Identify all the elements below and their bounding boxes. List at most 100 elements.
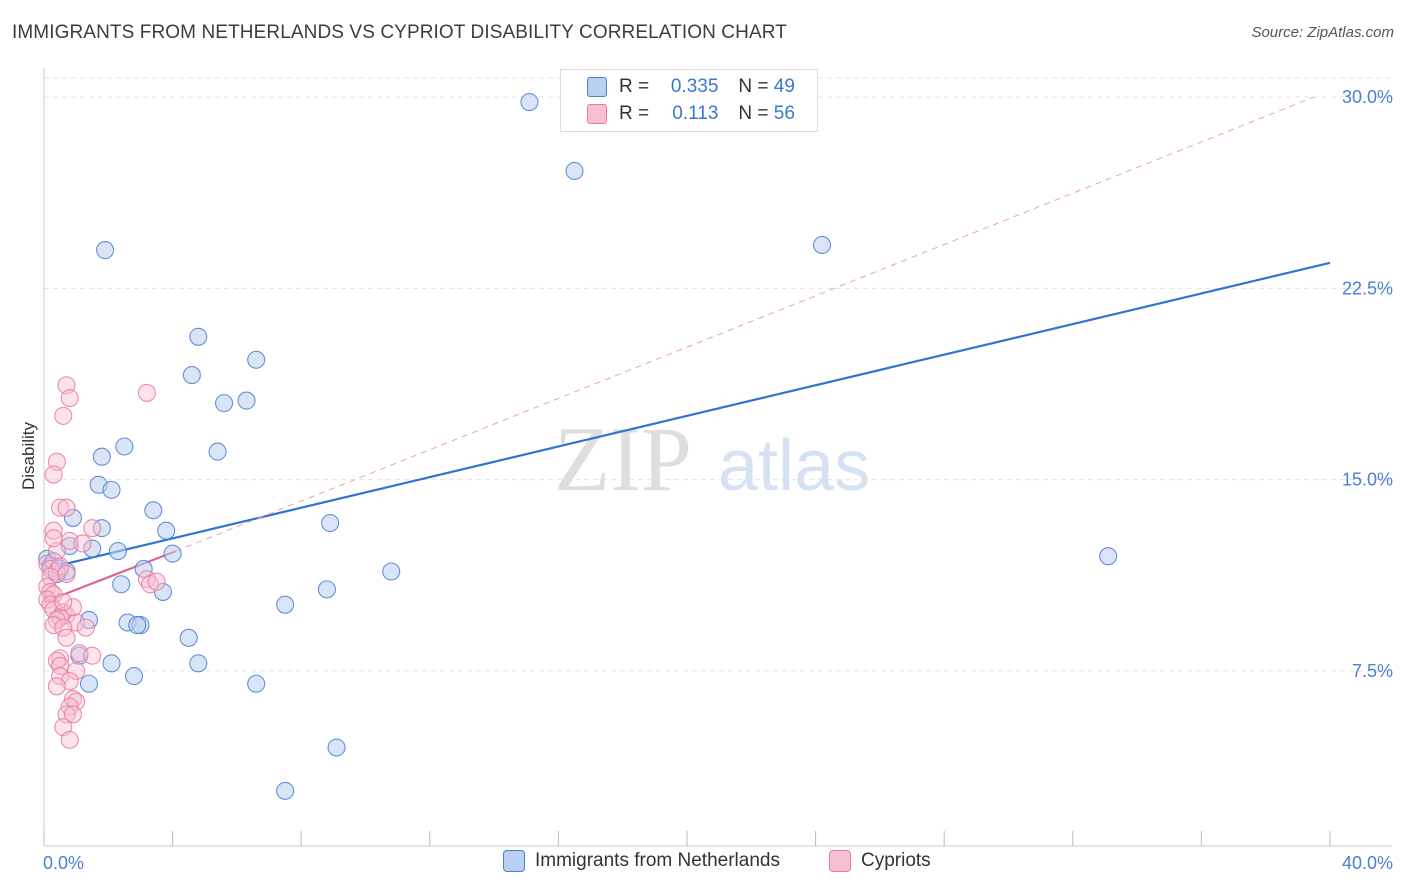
point-netherlands — [92, 447, 111, 466]
legend-r-label: R = — [619, 76, 650, 97]
point-cypriots — [41, 567, 60, 586]
x-tick-label-max: 40.0% — [1342, 853, 1393, 873]
point-cypriots — [51, 667, 70, 686]
point-cypriots — [47, 610, 66, 630]
legend-row-netherlands: R = 0.335 N = 49 — [587, 74, 795, 100]
point-netherlands — [79, 674, 99, 693]
point-netherlands — [102, 654, 121, 673]
point-netherlands — [163, 544, 182, 563]
point-netherlands — [247, 350, 266, 369]
point-cypriots — [44, 521, 63, 540]
point-netherlands — [276, 781, 295, 800]
legend-swatch-blue — [587, 77, 607, 97]
points-layer — [38, 93, 1118, 800]
point-netherlands — [327, 738, 346, 757]
point-netherlands — [247, 674, 266, 693]
point-netherlands — [124, 667, 144, 686]
point-cypriots — [44, 529, 63, 548]
point-cypriots — [57, 565, 76, 584]
series-label-netherlands: Immigrants from Netherlands — [535, 850, 780, 871]
grid-layer — [44, 77, 1392, 672]
point-netherlands — [179, 628, 198, 647]
point-cypriots — [51, 656, 70, 675]
point-netherlands — [189, 654, 208, 673]
point-cypriots — [147, 572, 166, 591]
point-cypriots — [51, 608, 70, 627]
point-cypriots — [63, 705, 82, 724]
legend-r-value: 0.335 — [670, 76, 719, 97]
point-cypriots — [137, 383, 156, 402]
y-tick-label: 30.0% — [1342, 87, 1393, 107]
legend-row-cypriots: R = 0.113 N = 56 — [587, 101, 795, 127]
watermark: ZIP atlas — [554, 408, 870, 510]
correlation-legend: R = 0.335 N = 49 R = 0.113 N = 56 — [560, 69, 818, 132]
point-netherlands — [144, 501, 163, 520]
legend-n-value: 56 — [773, 103, 795, 124]
point-netherlands — [112, 575, 131, 594]
watermark-atlas: atlas — [718, 426, 870, 506]
point-cypriots — [83, 646, 102, 665]
point-netherlands — [182, 366, 201, 385]
y-axis-label: Disability — [19, 421, 38, 490]
point-netherlands — [92, 519, 111, 538]
point-netherlands — [96, 241, 115, 260]
point-netherlands — [565, 161, 584, 181]
point-cypriots — [51, 498, 70, 517]
labels-layer: Disability 0.0% 40.0% 7.5% 15.0% 22.5% 30.0… — [19, 87, 1393, 873]
point-netherlands — [63, 508, 82, 527]
point-cypriots — [60, 730, 79, 749]
point-cypriots — [51, 649, 70, 668]
legend-n-label: N = — [738, 103, 769, 124]
axes-layer — [43, 68, 1392, 847]
point-netherlands — [102, 480, 121, 499]
point-cypriots — [47, 651, 66, 670]
point-cypriots — [60, 388, 79, 408]
point-netherlands — [382, 562, 401, 581]
point-cypriots — [44, 465, 63, 484]
series-swatch-blue — [503, 850, 525, 872]
series-label-cypriots: Cypriots — [861, 850, 931, 871]
x-tick-label-min: 0.0% — [43, 853, 84, 873]
point-netherlands — [108, 542, 127, 561]
y-tick-label: 15.0% — [1342, 470, 1393, 490]
legend-n-value: 49 — [773, 76, 795, 97]
legend-swatch-pink — [587, 104, 607, 124]
point-cypriots — [63, 598, 82, 617]
point-netherlands — [189, 327, 208, 346]
point-cypriots — [67, 661, 86, 681]
point-netherlands — [157, 521, 176, 540]
point-netherlands — [208, 442, 227, 461]
point-netherlands — [83, 539, 102, 558]
point-netherlands — [317, 580, 336, 599]
trend-layer — [43, 96, 1331, 604]
series-legend: Immigrants from Netherlands Cypriots — [0, 850, 1406, 880]
point-netherlands — [276, 595, 295, 614]
point-netherlands — [237, 391, 256, 410]
point-netherlands — [812, 235, 832, 255]
point-cypriots — [47, 677, 66, 696]
point-netherlands — [115, 437, 134, 456]
series-swatch-pink — [829, 850, 851, 872]
point-netherlands — [214, 394, 234, 413]
y-tick-label: 22.5% — [1342, 278, 1393, 298]
point-cypriots — [54, 593, 73, 612]
point-cypriots — [83, 519, 102, 538]
series-legend-cypriots: Cypriots — [829, 850, 931, 872]
point-cypriots — [57, 498, 76, 517]
point-netherlands — [1099, 547, 1118, 566]
source-label: Source: ZipAtlas.com — [1251, 24, 1394, 41]
point-netherlands — [134, 559, 153, 579]
watermark-zip: ZIP — [554, 408, 692, 510]
series-legend-netherlands: Immigrants from Netherlands — [503, 850, 780, 872]
point-cypriots — [38, 577, 57, 596]
legend-n-label: N = — [738, 76, 769, 97]
trend-line-netherlands — [43, 261, 1331, 571]
point-cypriots — [54, 618, 73, 637]
legend-r-value: 0.113 — [672, 103, 719, 124]
point-netherlands — [520, 93, 539, 112]
point-netherlands — [128, 616, 147, 635]
y-tick-label: 7.5% — [1352, 661, 1393, 681]
point-cypriots — [54, 603, 73, 622]
point-cypriots — [54, 406, 73, 425]
legend-r-label: R = — [619, 103, 650, 124]
